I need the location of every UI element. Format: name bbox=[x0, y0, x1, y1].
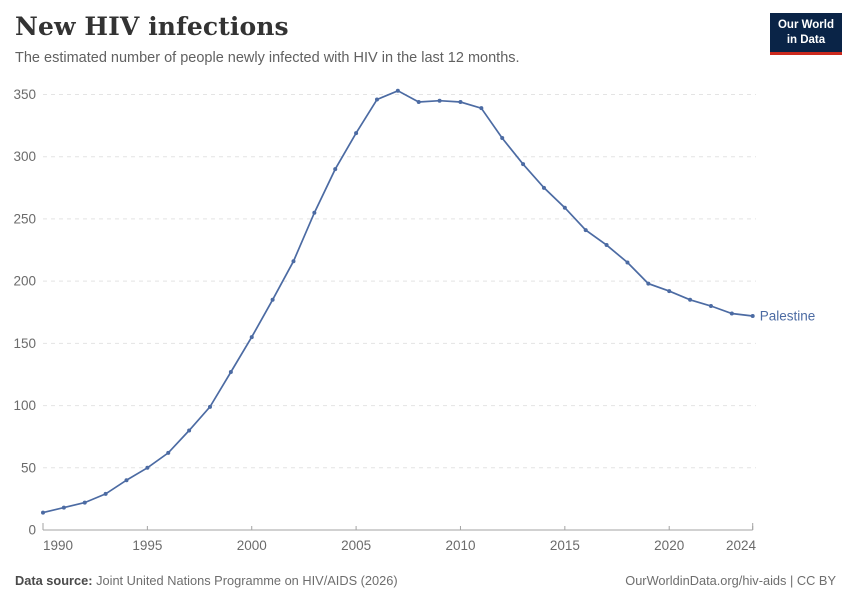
line-chart: 0 50 100 150 200 250 300 350 1990 1995 2000 2005 201… bbox=[13, 87, 816, 553]
data-point-1991 bbox=[61, 505, 66, 510]
x-axis-tick-label: 2015 bbox=[550, 538, 580, 553]
page-title: New HIV infections bbox=[15, 12, 289, 41]
owid-logo-line1: Our World bbox=[777, 19, 834, 31]
data-point-2014 bbox=[541, 185, 546, 190]
data-point-2023 bbox=[729, 311, 734, 316]
data-line-palestine[interactable] bbox=[42, 89, 753, 514]
y-axis-tick-label: 0 bbox=[28, 523, 36, 538]
x-axis-tick-label: 2020 bbox=[654, 538, 684, 553]
chart-subtitle: The estimated number of people newly inf… bbox=[15, 50, 520, 66]
data-point-2011 bbox=[479, 106, 484, 111]
data-point-1990 bbox=[41, 510, 45, 515]
data-point-2018 bbox=[625, 260, 630, 265]
data-point-1997 bbox=[187, 428, 192, 433]
data-point-2010 bbox=[458, 99, 463, 104]
data-point-2004 bbox=[333, 167, 338, 172]
x-axis-tick-label: 2010 bbox=[445, 538, 475, 553]
data-source: Data source: Joint United Nations Progra… bbox=[15, 573, 398, 588]
chart-footer: Data source: Joint United Nations Progra… bbox=[15, 573, 836, 588]
data-point-1996 bbox=[166, 450, 171, 455]
owid-logo-line2: in Data bbox=[786, 33, 826, 46]
data-point-2008 bbox=[416, 99, 421, 104]
data-point-2021 bbox=[688, 297, 693, 302]
data-point-2020 bbox=[667, 289, 672, 294]
data-point-2007 bbox=[395, 88, 400, 93]
data-point-1992 bbox=[82, 500, 87, 505]
data-point-2005 bbox=[354, 131, 359, 136]
data-point-2024 bbox=[750, 313, 755, 318]
owid-url-link[interactable]: OurWorldinData.org/hiv-aids | CC BY bbox=[625, 573, 836, 588]
data-point-2015 bbox=[562, 205, 567, 210]
data-point-2012 bbox=[500, 136, 505, 141]
data-point-2001 bbox=[270, 297, 275, 302]
owid-logo: Our World in Data bbox=[769, 13, 842, 55]
y-axis-tick-label: 50 bbox=[21, 460, 36, 475]
data-point-1995 bbox=[145, 465, 150, 470]
data-point-1993 bbox=[103, 491, 108, 496]
data-point-2022 bbox=[708, 304, 713, 309]
data-point-2006 bbox=[374, 97, 379, 102]
data-point-2019 bbox=[646, 281, 651, 286]
x-axis-tick-label: 1990 bbox=[43, 538, 73, 553]
data-point-2009 bbox=[437, 98, 442, 103]
data-point-2003 bbox=[312, 210, 317, 215]
data-point-1998 bbox=[207, 404, 212, 409]
data-point-1994 bbox=[124, 478, 129, 483]
chart-header: New HIV infections The estimated number … bbox=[15, 12, 755, 66]
x-axis-tick-label: 2005 bbox=[341, 538, 371, 553]
data-point-2002 bbox=[291, 259, 296, 264]
data-point-2016 bbox=[583, 228, 588, 233]
data-point-1999 bbox=[228, 369, 233, 374]
data-source-text: Joint United Nations Programme on HIV/AI… bbox=[92, 573, 398, 588]
x-axis-tick-label: 2000 bbox=[237, 538, 267, 553]
y-axis-tick-label: 150 bbox=[13, 336, 36, 351]
entity-label-palestine[interactable]: Palestine bbox=[760, 308, 816, 323]
y-axis-tick-label: 250 bbox=[13, 211, 36, 226]
data-source-label: Data source: bbox=[15, 573, 93, 588]
y-axis-tick-label: 200 bbox=[13, 274, 36, 289]
y-axis-tick-label: 350 bbox=[13, 87, 36, 102]
data-point-2017 bbox=[604, 243, 609, 248]
y-axis-tick-label: 300 bbox=[13, 149, 36, 164]
series-palestine[interactable] bbox=[41, 88, 755, 515]
data-point-2000 bbox=[249, 335, 254, 340]
data-point-2013 bbox=[521, 162, 526, 167]
x-axis-tick-label: 1995 bbox=[132, 538, 162, 553]
y-axis-tick-label: 100 bbox=[13, 398, 36, 413]
x-axis-tick-label: 2024 bbox=[726, 538, 757, 553]
